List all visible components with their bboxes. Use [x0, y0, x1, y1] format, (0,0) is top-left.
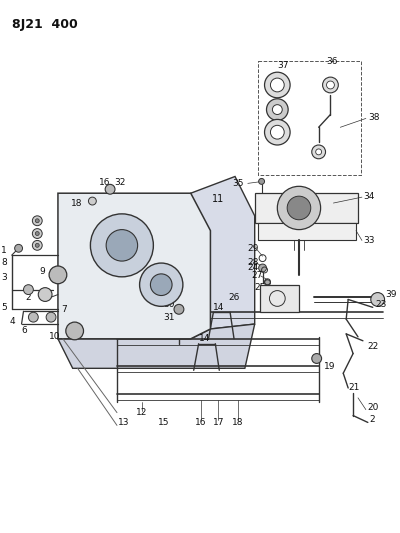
Circle shape: [371, 293, 384, 306]
Text: 23: 23: [376, 300, 387, 309]
Circle shape: [35, 244, 39, 247]
Text: 13: 13: [118, 418, 130, 427]
Polygon shape: [191, 176, 255, 339]
Circle shape: [140, 263, 183, 306]
Circle shape: [259, 264, 266, 272]
Bar: [258, 61, 361, 174]
Circle shape: [46, 312, 56, 322]
Text: 14: 14: [199, 334, 210, 343]
Bar: [255, 193, 358, 223]
Text: 33: 33: [363, 236, 374, 245]
Text: 2: 2: [370, 415, 376, 424]
Text: 36: 36: [326, 57, 338, 66]
Text: 1: 1: [1, 246, 7, 255]
Text: 31: 31: [163, 313, 175, 322]
Circle shape: [49, 266, 67, 284]
Circle shape: [266, 99, 288, 120]
Circle shape: [66, 322, 84, 340]
Text: 37: 37: [277, 61, 289, 70]
Bar: [258, 223, 356, 240]
Polygon shape: [58, 324, 255, 368]
Text: 28: 28: [248, 257, 259, 266]
Circle shape: [88, 197, 96, 205]
Circle shape: [272, 104, 282, 115]
Circle shape: [264, 280, 270, 286]
Text: 14: 14: [213, 303, 224, 312]
Circle shape: [106, 230, 138, 261]
Circle shape: [35, 219, 39, 223]
Text: 8J21  400: 8J21 400: [12, 18, 78, 31]
Circle shape: [28, 312, 38, 322]
Text: 16: 16: [100, 178, 111, 187]
Bar: [260, 285, 299, 312]
Circle shape: [105, 184, 115, 194]
Circle shape: [259, 179, 264, 184]
Text: 16: 16: [195, 418, 206, 427]
Circle shape: [312, 145, 326, 159]
Circle shape: [38, 288, 52, 302]
Text: 18: 18: [71, 199, 82, 207]
Circle shape: [150, 274, 172, 295]
Circle shape: [24, 285, 33, 295]
Circle shape: [270, 125, 284, 139]
Circle shape: [174, 304, 184, 314]
Text: 32: 32: [114, 178, 126, 187]
Text: 39: 39: [386, 290, 397, 299]
Circle shape: [32, 240, 42, 251]
Text: 19: 19: [324, 362, 335, 371]
Text: 3: 3: [1, 273, 7, 282]
Circle shape: [312, 353, 322, 364]
Text: 22: 22: [368, 342, 379, 351]
Text: 15: 15: [158, 418, 170, 427]
Text: 7: 7: [61, 305, 67, 314]
Circle shape: [287, 196, 311, 220]
Circle shape: [32, 229, 42, 238]
Circle shape: [35, 231, 39, 236]
Text: 18: 18: [232, 418, 244, 427]
Text: 6: 6: [22, 326, 28, 335]
Text: 21: 21: [348, 384, 360, 392]
Text: 30: 30: [163, 300, 175, 309]
Text: 29: 29: [248, 244, 259, 253]
Text: 8: 8: [1, 257, 7, 266]
Text: 4: 4: [10, 317, 16, 326]
Text: 20: 20: [368, 403, 379, 412]
Text: 35: 35: [232, 179, 244, 188]
Text: 38: 38: [368, 113, 379, 122]
Polygon shape: [58, 193, 210, 339]
Circle shape: [264, 119, 290, 145]
Circle shape: [32, 216, 42, 225]
Text: 27: 27: [252, 271, 263, 280]
Text: 5: 5: [1, 303, 7, 312]
Text: 10: 10: [49, 333, 61, 341]
Circle shape: [90, 214, 153, 277]
Circle shape: [15, 244, 22, 252]
Text: 2: 2: [26, 293, 31, 302]
Circle shape: [277, 187, 321, 230]
Text: 17: 17: [212, 418, 224, 427]
Text: 26: 26: [228, 293, 240, 302]
Text: 24: 24: [248, 263, 259, 272]
Text: 25: 25: [255, 283, 266, 292]
Circle shape: [322, 77, 338, 93]
Text: 12: 12: [136, 408, 147, 417]
Circle shape: [326, 81, 334, 89]
Circle shape: [270, 78, 284, 92]
Circle shape: [264, 72, 290, 98]
Circle shape: [316, 149, 322, 155]
Text: 34: 34: [363, 192, 374, 200]
Text: 9: 9: [39, 268, 45, 277]
Text: 11: 11: [212, 194, 225, 204]
